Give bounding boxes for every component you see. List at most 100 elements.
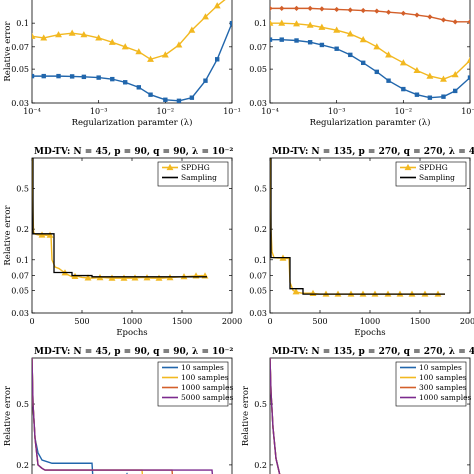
y-tick-label: 0.5 [254,400,267,409]
y-tick-label: 0.05 [11,65,29,74]
x-axis-label: Regularization paramter (λ) [72,117,193,128]
data-point [309,289,317,297]
data-point [120,274,128,281]
data-point [293,20,300,27]
y-axis-label: Relative error [3,20,13,81]
data-point [163,97,168,102]
series-line-sampling [270,158,445,295]
data-point [359,36,367,43]
data-point [46,231,54,238]
data-point [333,26,341,33]
x-tick-label: 10⁻⁴ [261,107,279,116]
data-point [334,6,340,13]
y-tick-label: 0.05 [249,286,267,295]
x-tick-label: 10⁻³ [328,107,346,116]
x-tick-label: 10⁻¹ [223,107,241,116]
series-line-100-samples [32,358,144,474]
legend-label: SPDHG [181,163,210,172]
x-axis-label: Regularization paramter (λ) [310,117,431,128]
legend-marker [404,163,412,171]
data-point [270,37,273,42]
data-point [440,17,447,23]
y-tick-label: 0.2 [254,461,267,470]
data-point [95,34,103,41]
x-tick-label: 2000 [222,317,242,326]
x-tick-label: 500 [312,317,327,326]
data-point [176,98,182,103]
y-tick-label: 0.2 [16,461,29,470]
data-point [80,31,88,38]
legend-label: 100 samples [419,373,467,382]
data-point [374,69,380,75]
data-point [426,72,434,79]
x-tick-label: 500 [74,317,89,326]
data-point [334,46,339,51]
plot-area [32,0,232,103]
y-tick-label: 0.5 [16,400,29,409]
data-point [161,51,169,58]
y-tick-label: 0.2 [254,225,267,234]
y-axis-label: Relative error [241,385,251,446]
data-point [385,51,392,58]
data-point [279,37,284,42]
panel-title: MD-TV: N = 45, p = 90, q = 90, λ = 10⁻² [34,147,233,157]
legend-label: 300 samples [419,383,467,392]
series-line-1000-samples [270,358,281,474]
data-point [399,59,407,66]
series-line-5000-samples [32,358,214,474]
legend-label: Sampling [419,173,455,182]
series-line-series-1 [270,7,470,23]
data-point [279,5,285,11]
data-point [348,52,353,58]
y-tick-label: 0.07 [11,43,29,52]
y-tick-label: 0.03 [249,309,267,318]
series-line-sampling [32,158,207,278]
x-tick-label: 10⁻⁴ [23,107,41,116]
axes-box [31,357,233,474]
legend-box [157,361,229,407]
y-tick-label: 0.07 [249,43,267,52]
x-tick-label: 1500 [410,317,430,326]
data-point [188,26,196,33]
legend-label: Sampling [181,173,217,182]
data-point [121,43,129,50]
data-point [293,5,300,11]
series-line-series-3 [270,38,470,99]
series-line-10-samples [32,358,128,474]
data-point [360,60,366,66]
legend-label: 1000 samples [419,393,472,402]
x-tick-label: 0 [29,317,34,326]
data-point [147,55,154,62]
data-point [294,38,299,43]
data-point [270,5,273,11]
data-point [451,71,459,78]
data-point [135,48,143,55]
legend-label: 100 samples [181,373,229,382]
data-point [96,75,101,80]
y-axis-label: Relative error [3,204,13,265]
y-tick-label: 0.05 [249,65,267,74]
data-point [414,12,420,18]
plot-area [32,358,214,474]
series-line-series-2 [270,22,470,80]
x-tick-label: 1500 [172,317,192,326]
data-point [427,95,433,100]
data-point [347,7,353,13]
x-tick-label: 1000 [122,317,142,326]
y-tick-label: 0.03 [249,99,267,108]
data-point [307,5,313,11]
data-point [131,274,139,281]
panel-4: 0.03 0.05 0.07 0.1 0.2 0.5 0 500 1000 1500 2000 Epo… [249,147,474,338]
data-point [452,19,458,25]
panel-title: MD-TV: N = 135, p = 270, q = 270, λ = 4 … [272,347,474,357]
plot-area [32,158,209,281]
y-tick-label: 0.07 [249,272,267,281]
data-point [213,2,221,9]
y-tick-label: 0.1 [254,19,267,28]
legend-label: 1000 samples [181,383,234,392]
data-point [319,42,325,48]
data-point [319,6,325,12]
data-point [270,19,274,26]
